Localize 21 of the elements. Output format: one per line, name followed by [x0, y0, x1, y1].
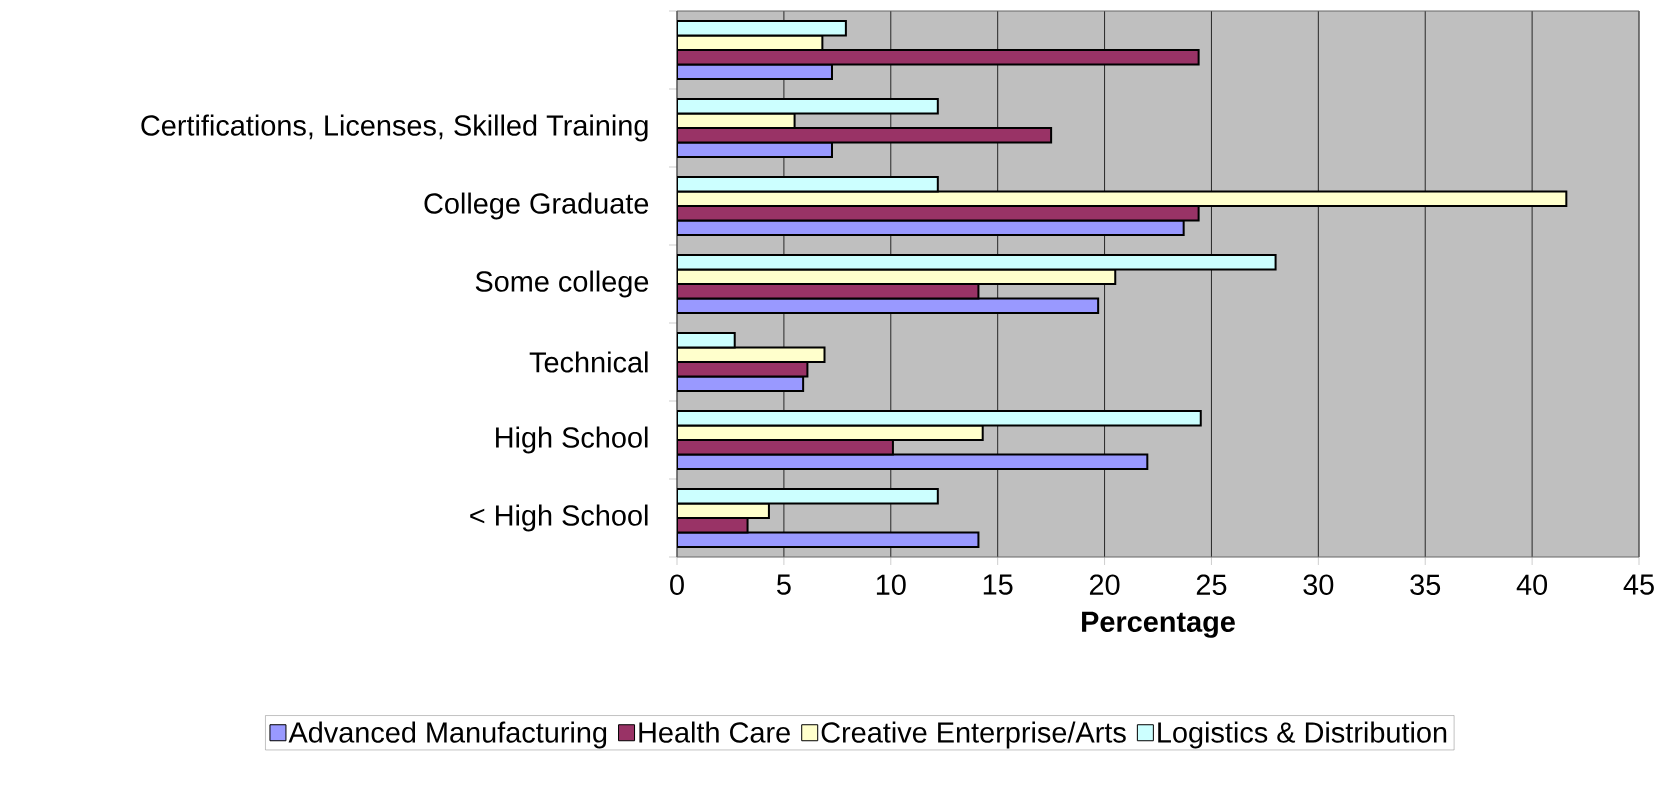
- x-tick-label: 30: [1303, 574, 1334, 595]
- x-tick-label: 15: [983, 574, 1013, 595]
- y-tick-label: Some college: [475, 270, 649, 298]
- y-tick-label: Certifications, Licenses, Skilled Training: [141, 114, 648, 142]
- x-tick-label: 25: [1196, 574, 1227, 595]
- x-tick-label: 0: [670, 574, 684, 595]
- legend-label: Advanced Manufacturing: [288, 721, 607, 749]
- y-tick-label: Technical: [529, 351, 648, 373]
- x-axis-title: Percentage: [1082, 611, 1235, 638]
- y-tick-label: High School: [496, 426, 648, 454]
- y-tick-label: < High School: [470, 504, 648, 532]
- legend-label: Health Care: [639, 721, 790, 743]
- x-tick-label: 45: [1623, 574, 1654, 595]
- legend-label: Logistics & Distribution: [1158, 721, 1447, 749]
- x-tick-label: 20: [1089, 574, 1120, 595]
- legend-label: Creative Enterprise/Arts: [821, 721, 1126, 749]
- x-tick-label: 40: [1516, 574, 1548, 595]
- x-tick-label: 35: [1410, 574, 1441, 595]
- y-tick-label: College Graduate: [424, 192, 649, 220]
- x-tick-label: 10: [876, 574, 906, 595]
- x-tick-label: 5: [777, 574, 791, 595]
